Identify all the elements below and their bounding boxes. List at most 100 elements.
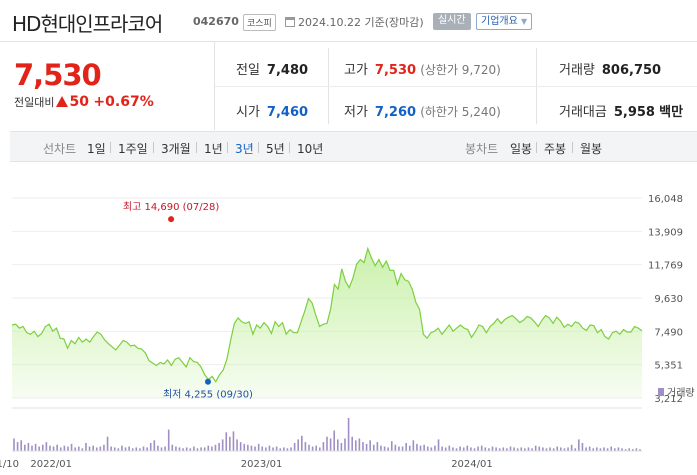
stat-label: 거래량: [559, 63, 595, 78]
volume-bar: [441, 446, 443, 451]
volume-bar: [164, 446, 166, 451]
divider: [196, 142, 197, 153]
stat-high: 고가 7,530 (상한가 9,720): [344, 59, 501, 78]
period-1d[interactable]: 1일: [87, 142, 106, 156]
price-area: [12, 248, 642, 398]
volume-bar: [254, 446, 256, 451]
volume-bar: [596, 447, 598, 451]
volume-bar: [563, 448, 566, 451]
volume-bar: [333, 430, 335, 451]
stock-header: HD현대인프라코어 042670 코스피 2024.10.22 기준(장마감) …: [0, 0, 697, 42]
volume-bar: [23, 444, 26, 451]
volume-bar: [362, 442, 364, 451]
volume-bar: [448, 445, 451, 451]
stat-open: 시가 7,460: [236, 101, 308, 120]
volume-bar: [135, 447, 138, 451]
volume-bar: [347, 418, 350, 451]
volume-bar: [387, 447, 389, 451]
candle-chart-caption: 봉차트: [465, 142, 499, 156]
volume-bar: [171, 444, 174, 451]
volume-bar: [495, 447, 497, 451]
volume-bar: [175, 446, 177, 451]
date-info: 2024.10.22 기준(장마감): [285, 14, 424, 30]
candle-monthly[interactable]: 월봉: [580, 142, 603, 156]
volume-bar: [182, 448, 184, 451]
period-1y[interactable]: 1년: [204, 142, 223, 156]
volume-bar: [121, 445, 123, 451]
volume-bar: [632, 449, 634, 451]
volume-bar: [225, 432, 228, 451]
volume-bar: [527, 447, 530, 451]
x-tick-label: 2024/01: [451, 459, 493, 470]
volume-bar: [31, 445, 33, 451]
volume-bar: [290, 447, 292, 451]
volume-bar: [426, 446, 429, 451]
stat-label: 전일: [236, 63, 260, 78]
divider: [215, 86, 697, 87]
line-chart-caption: 선차트: [43, 142, 77, 156]
volume-bar: [480, 445, 483, 451]
volume-bar: [149, 442, 152, 451]
volume-bar: [146, 447, 148, 451]
volume-bar: [599, 448, 602, 451]
volume-bar: [567, 447, 569, 451]
volume-bar: [470, 447, 472, 451]
volume-bar: [452, 447, 454, 451]
realtime-button[interactable]: 실시간: [433, 13, 471, 30]
volume-bar: [498, 448, 501, 451]
volume-bar: [552, 448, 555, 451]
volume-bar: [419, 445, 422, 451]
volume-bar: [34, 443, 37, 451]
volume-bar: [157, 445, 159, 451]
period-1w[interactable]: 1주일: [118, 142, 148, 156]
volume-bar: [16, 442, 19, 451]
volume-bar: [214, 444, 217, 451]
volume-bar: [70, 443, 73, 451]
volume-bar: [250, 445, 253, 451]
volume-bar: [153, 440, 156, 451]
stat-amount: 거래대금 5,958 백만: [559, 101, 683, 120]
volume-bar: [315, 445, 318, 451]
stat-label: 고가: [344, 63, 368, 78]
volume-bar: [358, 438, 361, 451]
divider: [572, 142, 573, 153]
stock-name: HD현대인프라코어: [12, 12, 163, 36]
volume-bar: [261, 446, 264, 451]
change-percent: +0.67%: [93, 94, 154, 110]
volume-bar: [265, 447, 267, 451]
volume-bar: [326, 436, 328, 451]
volume-bar: [459, 446, 461, 451]
stat-value: 806,750: [601, 63, 662, 78]
volume-bar: [509, 446, 512, 451]
volume-bar: [268, 445, 271, 451]
stat-volume: 거래량 806,750: [559, 59, 661, 78]
volume-bar: [398, 446, 400, 451]
company-overview-dropdown[interactable]: 기업개요 ▼: [476, 13, 533, 30]
volume-bar: [232, 431, 235, 451]
volume-bar: [207, 445, 210, 451]
candle-weekly[interactable]: 주봉: [544, 142, 567, 156]
volume-bar: [131, 448, 134, 451]
chevron-down-icon: ▼: [521, 17, 528, 26]
volume-legend-swatch: [658, 388, 664, 396]
volume-bar: [516, 448, 519, 451]
period-10y[interactable]: 10년: [297, 142, 324, 156]
candle-daily[interactable]: 일봉: [510, 142, 533, 156]
period-3m[interactable]: 3개월: [161, 142, 191, 156]
period-5y[interactable]: 5년: [266, 142, 285, 156]
period-3y[interactable]: 3년: [235, 142, 254, 156]
volume-bar: [617, 447, 620, 451]
volume-bar: [380, 445, 382, 451]
volume-bar: [578, 439, 580, 451]
volume-bar: [196, 448, 199, 451]
volume-bar: [635, 448, 638, 451]
volume-bar: [405, 442, 407, 451]
volume-bar: [390, 441, 393, 451]
volume-bar: [455, 448, 458, 451]
volume-bar: [67, 446, 69, 451]
volume-bar: [221, 439, 224, 451]
volume-bar: [473, 448, 476, 451]
volume-bar: [549, 447, 551, 451]
volume-bar: [542, 447, 544, 451]
